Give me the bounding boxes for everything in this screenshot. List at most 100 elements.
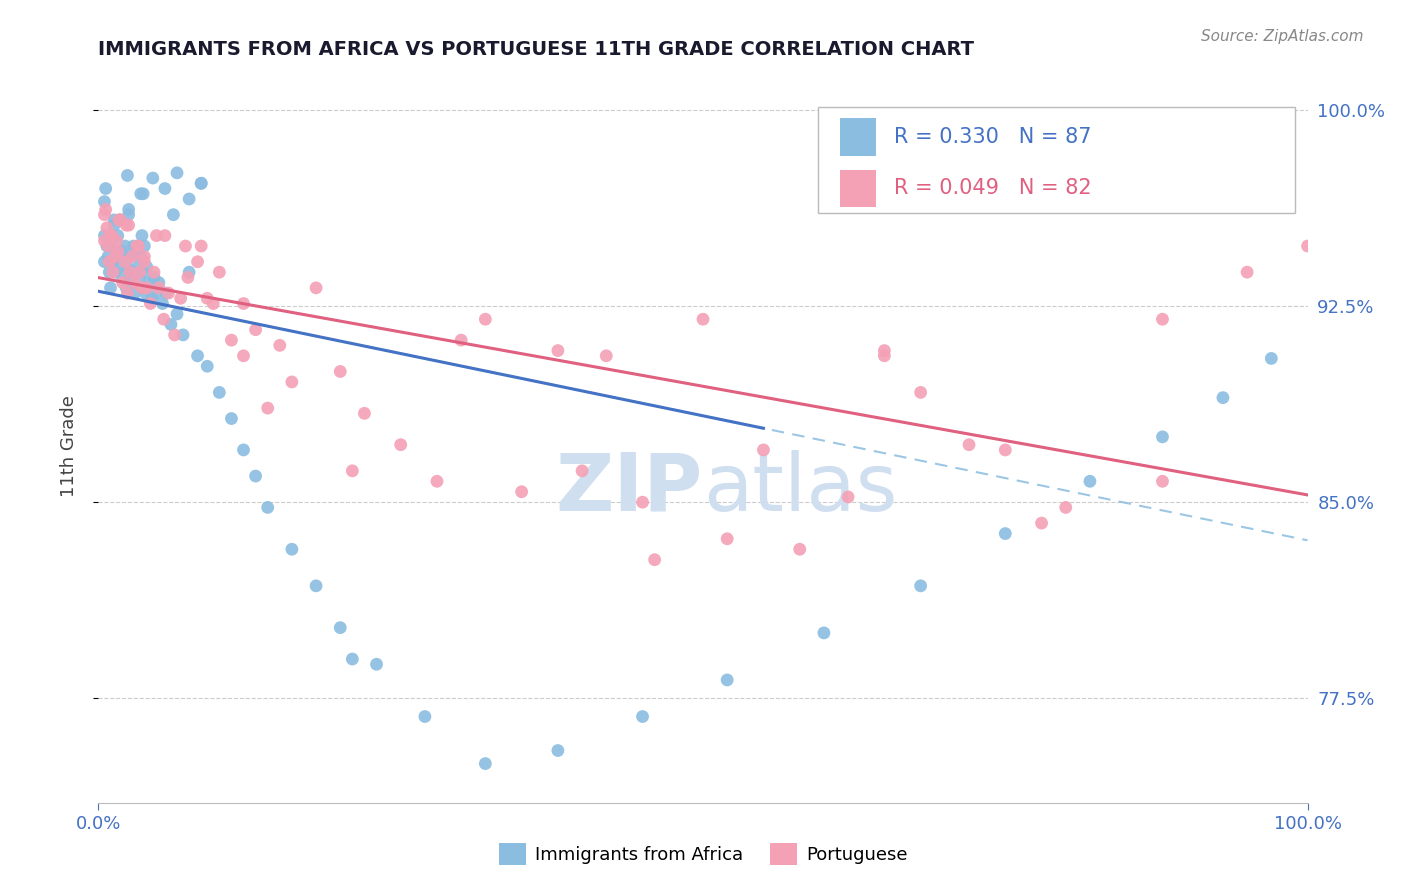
Point [131,228,153,243]
Point [631,709,654,723]
Point [256,401,278,416]
Point [124,286,146,301]
Point [1152,475,1174,489]
Point [716,532,738,546]
Point [127,239,149,253]
Point [342,464,364,478]
Point [100,228,122,243]
Point [100,228,122,243]
Point [813,626,835,640]
Point [135,281,157,295]
Point [1078,475,1101,489]
Point [108,260,131,274]
FancyBboxPatch shape [818,107,1295,212]
Point [121,250,143,264]
Point [1296,239,1319,253]
Point [1212,391,1234,405]
Point [187,349,209,363]
Point [108,213,131,227]
Point [142,171,165,186]
Point [232,442,254,457]
Point [202,296,225,310]
Text: ZIP: ZIP [555,450,703,528]
Point [221,411,243,425]
Point [118,218,141,232]
Point [221,333,243,347]
Point [162,208,184,222]
Point [873,349,896,363]
Point [190,239,212,253]
Point [208,265,231,279]
Point [98,254,121,268]
Point [187,254,209,268]
Point [752,442,775,457]
Point [100,281,122,295]
Point [141,291,163,305]
Point [118,208,141,222]
Point [107,228,129,243]
Point [716,673,738,687]
Point [94,202,117,217]
Point [143,270,166,285]
Point [101,254,124,268]
Point [474,756,496,771]
FancyBboxPatch shape [839,118,876,156]
Point [305,579,328,593]
Point [134,254,156,268]
Point [1152,430,1174,444]
Point [1054,500,1077,515]
Text: Source: ZipAtlas.com: Source: ZipAtlas.com [1201,29,1364,44]
Point [108,213,131,227]
Point [100,234,122,248]
Point [145,228,167,243]
Point [128,265,150,279]
Point [117,286,139,301]
Point [117,260,139,274]
Point [94,181,117,195]
Point [281,542,304,557]
Point [232,296,254,310]
Point [120,250,142,264]
Point [103,213,125,227]
Point [644,552,666,566]
Point [329,364,352,378]
Point [281,375,304,389]
Point [166,307,188,321]
Point [190,176,212,190]
Text: atlas: atlas [703,450,897,528]
Point [127,244,149,259]
Point [256,500,278,515]
Point [152,312,174,326]
Text: IMMIGRANTS FROM AFRICA VS PORTUGUESE 11TH GRADE CORRELATION CHART: IMMIGRANTS FROM AFRICA VS PORTUGUESE 11T… [98,40,974,59]
Point [129,186,152,201]
Point [139,296,162,310]
Point [93,234,115,248]
Point [837,490,859,504]
Point [169,291,191,305]
Point [93,228,115,243]
Point [994,442,1017,457]
Legend: Immigrants from Africa, Portuguese: Immigrants from Africa, Portuguese [491,836,915,872]
Point [97,250,120,264]
Point [148,276,170,290]
Point [108,213,131,227]
Point [245,323,267,337]
Point [426,475,449,489]
Point [145,286,167,301]
Point [153,228,176,243]
Point [163,327,186,342]
Point [179,192,201,206]
Point [366,657,388,672]
Point [122,239,145,253]
Point [208,385,231,400]
Point [305,281,328,295]
Point [114,254,136,268]
Point [157,286,180,301]
Point [96,220,118,235]
Point [93,194,115,209]
Point [547,743,569,757]
Point [389,438,412,452]
Point [121,265,143,279]
Point [105,234,128,248]
Point [692,312,714,326]
